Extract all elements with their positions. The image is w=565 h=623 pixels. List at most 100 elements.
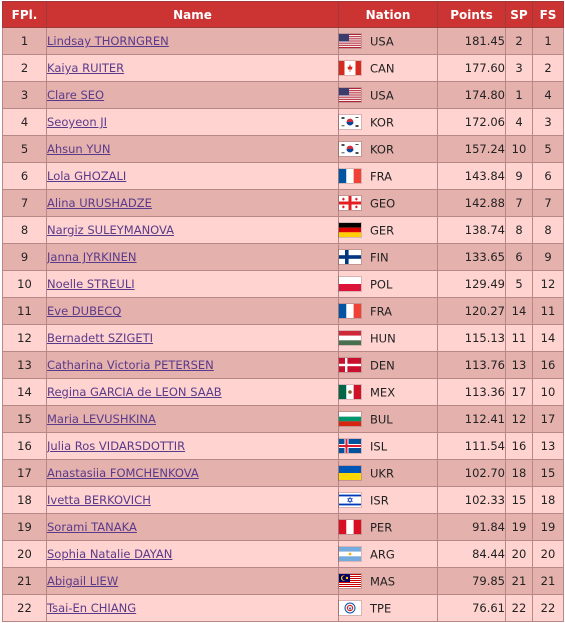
placement-cell: 2 — [2, 54, 47, 82]
skater-name-link[interactable]: Eve DUBECQ — [47, 304, 122, 318]
skater-name-link[interactable]: Abigail LIEW — [47, 574, 119, 588]
points-cell: 157.24 — [437, 135, 506, 163]
skater-name-link[interactable]: Maria LEVUSHKINA — [47, 412, 156, 426]
france-flag-icon — [339, 304, 361, 319]
sp-rank-cell: 22 — [505, 594, 533, 622]
table-row: 19 Sorami TANAKA PER 91.84 19 19 — [2, 513, 564, 541]
fs-rank-cell: 22 — [532, 594, 564, 622]
table-row: 12 Bernadett SZIGETI HUN 115.13 11 14 — [2, 324, 564, 352]
skater-name-link[interactable]: Ivetta BERKOVICH — [47, 493, 151, 507]
nation-code: USA — [370, 34, 394, 49]
points-cell: 143.84 — [437, 162, 506, 190]
skater-name-link[interactable]: Kaiya RUITER — [47, 61, 125, 75]
points-cell: 76.61 — [437, 594, 506, 622]
col-header-fs: FS — [532, 1, 564, 28]
fs-rank-cell: 1 — [532, 27, 564, 55]
germany-flag-icon — [339, 223, 361, 238]
skater-name-link[interactable]: Noelle STREULI — [47, 277, 135, 291]
placement-cell: 9 — [2, 243, 47, 271]
usa-flag-icon — [339, 34, 361, 49]
table-row: 9 Janna JYRKINEN FIN 133.65 6 9 — [2, 243, 564, 271]
skater-name-cell: Sorami TANAKA — [46, 513, 339, 541]
points-cell: 142.88 — [437, 189, 506, 217]
skater-name-link[interactable]: Anastasiia FOMCHENKOVA — [47, 466, 199, 480]
fs-rank-cell: 20 — [532, 540, 564, 568]
korea-flag-icon — [339, 142, 361, 157]
table-row: 8 Nargiz SULEYMANOVA GER 138.74 8 8 — [2, 216, 564, 244]
skater-name-link[interactable]: Lindsay THORNGREN — [47, 34, 169, 48]
finland-flag-icon — [339, 250, 361, 265]
sp-rank-cell: 15 — [505, 486, 533, 514]
sp-rank-cell: 10 — [505, 135, 533, 163]
skater-name-cell: Nargiz SULEYMANOVA — [46, 216, 339, 244]
skater-name-link[interactable]: Sophia Natalie DAYAN — [47, 547, 173, 561]
skater-name-cell: Kaiya RUITER — [46, 54, 339, 82]
nation-cell: POL — [338, 270, 438, 298]
nation-code: KOR — [370, 142, 394, 157]
skater-name-link[interactable]: Bernadett SZIGETI — [47, 331, 154, 345]
skater-name-link[interactable]: Tsai-En CHIANG — [47, 601, 137, 615]
nation-cell: HUN — [338, 324, 438, 352]
placement-cell: 6 — [2, 162, 47, 190]
points-cell: 129.49 — [437, 270, 506, 298]
nation-code: ARG — [370, 547, 395, 562]
france-flag-icon — [339, 169, 361, 184]
skater-name-cell: Clare SEO — [46, 81, 339, 109]
points-cell: 138.74 — [437, 216, 506, 244]
sp-rank-cell: 4 — [505, 108, 533, 136]
hungary-flag-icon — [339, 331, 361, 346]
table-row: 14 Regina GARCIA de LEON SAAB MEX 113.36 17 1… — [2, 378, 564, 406]
skater-name-link[interactable]: Janna JYRKINEN — [47, 250, 137, 264]
nation-code: MEX — [370, 385, 396, 400]
fs-rank-cell: 2 — [532, 54, 564, 82]
nation-cell: KOR — [338, 135, 438, 163]
points-cell: 133.65 — [437, 243, 506, 271]
skater-name-link[interactable]: Regina GARCIA de LEON SAAB — [47, 385, 222, 399]
skater-name-link[interactable]: Lola GHOZALI — [47, 169, 127, 183]
table-row: 4 Seoyeon JI KOR 172.06 4 3 — [2, 108, 564, 136]
skater-name-link[interactable]: Julia Ros VIDARSDOTTIR — [47, 439, 186, 453]
skater-name-link[interactable]: Ahsun YUN — [47, 142, 111, 156]
skater-name-cell: Noelle STREULI — [46, 270, 339, 298]
table-row: 17 Anastasiia FOMCHENKOVA UKR 102.70 18 15 — [2, 459, 564, 487]
sp-rank-cell: 20 — [505, 540, 533, 568]
nation-cell: UKR — [338, 459, 438, 487]
skater-name-cell: Eve DUBECQ — [46, 297, 339, 325]
fs-rank-cell: 21 — [532, 567, 564, 595]
table-row: 20 Sophia Natalie DAYAN ARG 84.44 20 20 — [2, 540, 564, 568]
fs-rank-cell: 19 — [532, 513, 564, 541]
table-row: 15 Maria LEVUSHKINA BUL 112.41 12 17 — [2, 405, 564, 433]
skater-name-link[interactable]: Seoyeon JI — [47, 115, 108, 129]
fs-rank-cell: 9 — [532, 243, 564, 271]
denmark-flag-icon — [339, 358, 361, 373]
skater-name-link[interactable]: Alina URUSHADZE — [47, 196, 152, 210]
skater-name-link[interactable]: Catharina Victoria PETERSEN — [47, 358, 214, 372]
skater-name-link[interactable]: Sorami TANAKA — [47, 520, 137, 534]
skater-name-cell: Sophia Natalie DAYAN — [46, 540, 339, 568]
skater-name-link[interactable]: Clare SEO — [47, 88, 105, 102]
nation-cell: MEX — [338, 378, 438, 406]
fs-rank-cell: 6 — [532, 162, 564, 190]
nation-cell: MAS — [338, 567, 438, 595]
col-header-name: Name — [46, 1, 339, 28]
nation-code: GER — [370, 223, 395, 238]
nation-code: DEN — [370, 358, 395, 373]
placement-cell: 17 — [2, 459, 47, 487]
sp-rank-cell: 5 — [505, 270, 533, 298]
points-cell: 84.44 — [437, 540, 506, 568]
iceland-flag-icon — [339, 439, 361, 454]
nation-cell: DEN — [338, 351, 438, 379]
placement-cell: 12 — [2, 324, 47, 352]
fs-rank-cell: 17 — [532, 405, 564, 433]
skater-name-cell: Janna JYRKINEN — [46, 243, 339, 271]
table-row: 13 Catharina Victoria PETERSEN DEN 113.76 13… — [2, 351, 564, 379]
points-cell: 177.60 — [437, 54, 506, 82]
fs-rank-cell: 3 — [532, 108, 564, 136]
table-row: 6 Lola GHOZALI FRA 143.84 9 6 — [2, 162, 564, 190]
nation-cell: PER — [338, 513, 438, 541]
skater-name-link[interactable]: Nargiz SULEYMANOVA — [47, 223, 175, 237]
points-cell: 181.45 — [437, 27, 506, 55]
placement-cell: 5 — [2, 135, 47, 163]
fs-rank-cell: 4 — [532, 81, 564, 109]
nation-code: BUL — [370, 412, 393, 427]
